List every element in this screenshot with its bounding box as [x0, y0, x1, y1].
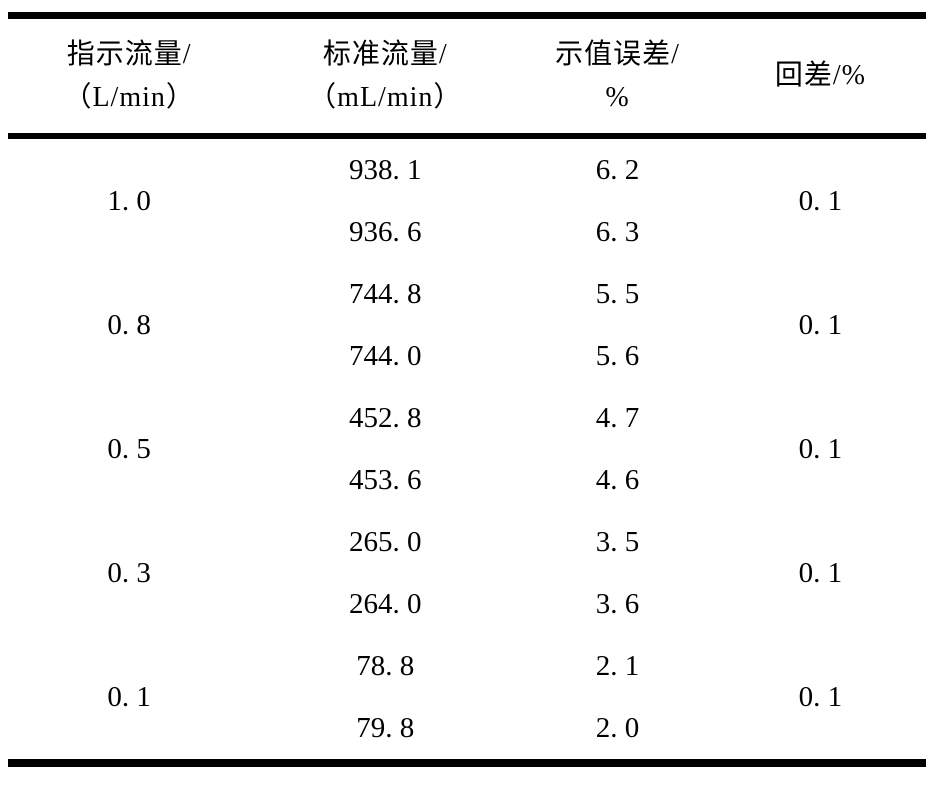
cell-indication-error: 4. 7	[595, 401, 640, 434]
header-indicated-flow: 指示流量/ （L/min）	[8, 15, 251, 139]
cell-hysteresis: 0. 1	[798, 308, 843, 341]
cell-indication-error: 3. 5	[595, 525, 640, 558]
header-line: %	[605, 82, 630, 113]
table-row: 79. 8 2. 0	[8, 697, 926, 763]
header-line: 示值误差/	[555, 38, 680, 70]
table-row: 0. 3 265. 0 3. 5 0. 1	[8, 511, 926, 587]
cell-standard-flow: 938. 1	[349, 153, 422, 186]
header-line: 指示流量/	[66, 38, 192, 70]
cell-hysteresis: 0. 1	[798, 556, 843, 589]
cell-standard-flow: 936. 6	[349, 215, 422, 248]
header-hysteresis: 回差/%	[714, 15, 926, 139]
table-row: 936. 6 6. 3	[8, 201, 926, 263]
cell-indication-error: 3. 6	[595, 587, 640, 620]
cell-hysteresis: 0. 1	[798, 680, 843, 713]
cell-standard-flow: 265. 0	[349, 525, 422, 558]
header-line: 回差/%	[774, 60, 866, 92]
cell-standard-flow: 264. 0	[349, 587, 422, 620]
table-row: 453. 6 4. 6	[8, 449, 926, 511]
header-line: （mL/min）	[308, 82, 463, 113]
table-row: 1. 0 938. 1 6. 2 0. 1	[8, 136, 926, 215]
header-line: 标准流量/	[322, 38, 448, 70]
table-row: 0. 8 744. 8 5. 5 0. 1	[8, 263, 926, 339]
table-row: 0. 5 452. 8 4. 7 0. 1	[8, 387, 926, 463]
table-row: 0. 1 78. 8 2. 1 0. 1	[8, 635, 926, 711]
cell-indicated-flow: 1. 0	[107, 184, 151, 217]
flow-calibration-table: 指示流量/ （L/min） 标准流量/ （mL/min） 示值误差/ % 回差/…	[8, 12, 926, 767]
cell-standard-flow: 452. 8	[349, 401, 422, 434]
header-standard-flow: 标准流量/ （mL/min）	[250, 15, 521, 139]
cell-standard-flow: 79. 8	[356, 711, 415, 744]
cell-standard-flow: 744. 8	[349, 277, 422, 310]
table-row: 264. 0 3. 6	[8, 573, 926, 635]
table-row: 744. 0 5. 6	[8, 325, 926, 387]
cell-hysteresis: 0. 1	[798, 432, 843, 465]
cell-indication-error: 5. 5	[595, 277, 640, 310]
cell-standard-flow: 78. 8	[356, 649, 415, 682]
cell-indication-error: 4. 6	[595, 463, 640, 496]
cell-indication-error: 6. 3	[595, 215, 640, 248]
header-line: （L/min）	[63, 82, 195, 113]
table-body: 1. 0 938. 1 6. 2 0. 1 936. 6 6. 3 0. 8 7…	[8, 136, 926, 763]
cell-standard-flow: 453. 6	[349, 463, 422, 496]
cell-indication-error: 2. 0	[595, 711, 640, 744]
cell-indicated-flow: 0. 5	[107, 432, 151, 465]
table-header: 指示流量/ （L/min） 标准流量/ （mL/min） 示值误差/ % 回差/…	[8, 15, 926, 139]
cell-indicated-flow: 0. 3	[107, 556, 151, 589]
cell-indicated-flow: 0. 1	[107, 680, 151, 713]
cell-indication-error: 2. 1	[595, 649, 640, 682]
table-header-row: 指示流量/ （L/min） 标准流量/ （mL/min） 示值误差/ % 回差/…	[8, 15, 926, 139]
cell-indication-error: 5. 6	[595, 339, 640, 372]
cell-indicated-flow: 0. 8	[107, 308, 151, 341]
header-indication-error: 示值误差/ %	[520, 15, 715, 139]
cell-standard-flow: 744. 0	[349, 339, 422, 372]
cell-hysteresis: 0. 1	[798, 184, 843, 217]
cell-indication-error: 6. 2	[595, 153, 640, 186]
